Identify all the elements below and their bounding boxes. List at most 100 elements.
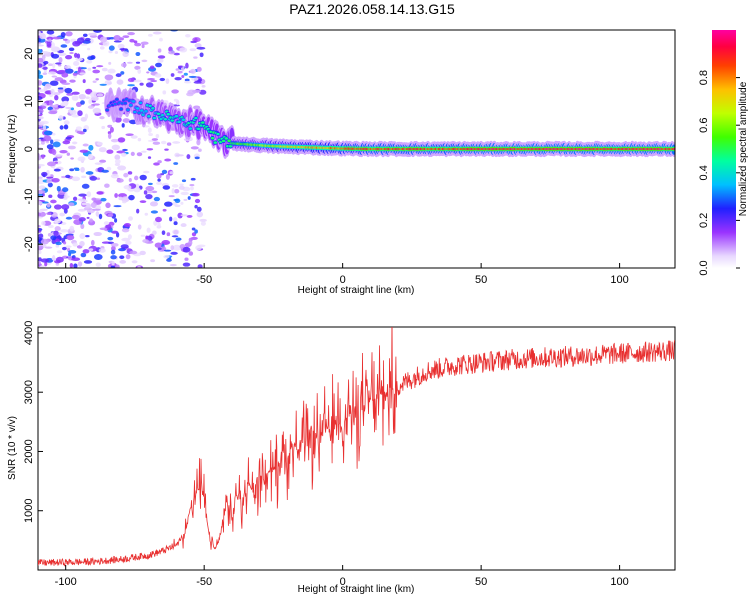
spectrogram-noise-cell bbox=[121, 196, 130, 203]
spectrogram-noise-cell bbox=[71, 95, 79, 101]
spectrogram-noise-cell bbox=[161, 230, 166, 236]
spectrogram-noise-cell bbox=[115, 73, 122, 78]
spectrogram-noise-cell bbox=[141, 44, 145, 49]
colorbar-tick-label: 0.6 bbox=[698, 118, 710, 133]
spectrogram-noise-cell bbox=[122, 51, 129, 58]
spectrogram-noise-cell bbox=[115, 264, 120, 268]
spectrogram-noise-cell bbox=[84, 113, 89, 120]
spectrogram-noise-cell bbox=[38, 89, 46, 93]
spectrogram-noise-cell bbox=[50, 88, 55, 95]
spectrogram-noise-cell bbox=[89, 91, 99, 98]
spectrogram-noise-cell bbox=[150, 210, 159, 214]
spectrogram-noise-cell bbox=[121, 152, 127, 157]
spectrogram-noise-cell bbox=[145, 185, 155, 192]
spectrogram-noise-cell bbox=[54, 226, 61, 232]
spectrogram-y-tick-label: 0 bbox=[23, 146, 35, 152]
spectrogram-ridge-core bbox=[129, 103, 133, 107]
spectrogram-noise-cell bbox=[50, 199, 57, 204]
spectrogram-noise-cell bbox=[157, 48, 162, 53]
spectrogram-noise-cell bbox=[113, 40, 122, 43]
spectrogram-noise-cell bbox=[51, 149, 57, 156]
spectrogram-noise-cell bbox=[96, 93, 104, 97]
spectrogram-noise-cell bbox=[98, 213, 103, 220]
spectrogram-noise-cell bbox=[157, 178, 161, 182]
spectrogram-noise-cell bbox=[127, 77, 135, 83]
spectrogram-x-tick-label: -50 bbox=[196, 274, 212, 286]
spectrogram-noise-cell bbox=[56, 250, 63, 254]
spectrogram-noise-cell bbox=[63, 197, 68, 200]
snr-x-tick-label: 100 bbox=[610, 576, 628, 588]
spectrogram-noise-cell bbox=[47, 71, 57, 75]
spectrogram-noise-cell bbox=[89, 176, 98, 181]
spectrogram-noise-cell bbox=[116, 79, 124, 85]
spectrogram-noise-cell bbox=[71, 214, 80, 220]
spectrogram-noise-cell bbox=[194, 198, 201, 204]
snr-y-tick-label: 3000 bbox=[23, 380, 35, 404]
spectrogram-ridge-core bbox=[135, 107, 140, 110]
spectrogram-noise-cell bbox=[177, 70, 183, 74]
snr-frame bbox=[37, 326, 676, 571]
spectrogram-noise-cell bbox=[59, 149, 68, 154]
spectrogram-noise-cell bbox=[48, 224, 54, 229]
spectrogram-x-tick-label: 0 bbox=[340, 274, 346, 286]
spectrogram-noise-cell bbox=[136, 152, 143, 157]
spectrogram-noise-cell bbox=[77, 66, 82, 73]
spectrogram-noise-cell bbox=[119, 48, 128, 51]
spectrogram-noise-cell bbox=[122, 118, 130, 123]
spectrogram-noise-cell bbox=[110, 265, 116, 268]
spectrogram-noise-cell bbox=[134, 65, 141, 70]
spectrogram-noise-cell bbox=[77, 110, 83, 117]
spectrogram-noise-cell bbox=[170, 73, 175, 77]
spectrogram-noise-cell bbox=[189, 68, 197, 74]
spectrogram-noise-cell bbox=[72, 72, 78, 76]
spectrogram-noise-cell bbox=[117, 165, 127, 171]
spectrogram-noise-cell bbox=[78, 217, 86, 222]
spectrogram-noise-cell bbox=[50, 235, 57, 241]
spectrogram-noise-cell bbox=[69, 109, 77, 116]
spectrogram-noise-cell bbox=[145, 193, 153, 200]
spectrogram-noise-cell bbox=[127, 234, 132, 240]
spectrogram-ridge-core bbox=[156, 112, 161, 116]
spectrogram-noise-cell bbox=[77, 198, 86, 201]
spectrogram-noise-cell bbox=[93, 231, 102, 237]
spectrogram-noise-cell bbox=[198, 148, 202, 152]
spectrogram-noise-cell bbox=[150, 259, 156, 263]
spectrogram-noise-cell bbox=[87, 105, 95, 109]
spectrogram-noise-cell bbox=[195, 245, 202, 251]
spectrogram-noise-cell bbox=[200, 221, 206, 226]
spectrogram-noise-cell bbox=[40, 258, 50, 263]
spectrogram-noise-cell bbox=[175, 154, 184, 157]
spectrogram-noise-cell bbox=[135, 51, 141, 57]
spectrogram-noise-cell bbox=[38, 57, 44, 63]
spectrogram-noise-cell bbox=[125, 133, 134, 136]
spectrogram-noise-cell bbox=[183, 198, 188, 201]
spectrogram-noise-cell bbox=[81, 175, 87, 179]
spectrogram-noise-cell bbox=[164, 148, 169, 151]
spectrogram-noise-cell bbox=[73, 52, 78, 58]
spectrogram-noise-cell bbox=[178, 185, 185, 190]
spectrogram-noise-cell bbox=[85, 96, 90, 100]
spectrogram-noise-cell bbox=[81, 202, 88, 206]
spectrogram-noise-cell bbox=[38, 44, 44, 47]
spectrogram-noise-cell bbox=[58, 115, 64, 120]
spectrogram-noise-cell bbox=[142, 239, 149, 243]
spectrogram-noise-cell bbox=[38, 233, 44, 239]
spectrogram-noise-cell bbox=[106, 166, 112, 171]
spectrogram-noise-cell bbox=[120, 71, 125, 75]
spectrogram-noise-cell bbox=[80, 252, 87, 258]
spectrogram-noise-cell bbox=[134, 175, 139, 181]
spectrogram-noise-cell bbox=[177, 212, 183, 219]
spectrogram-noise-cell bbox=[185, 62, 189, 69]
spectrogram-noise-cell bbox=[173, 52, 180, 56]
spectrogram-noise-cell bbox=[74, 168, 80, 172]
spectrogram-ridge-core bbox=[177, 120, 181, 124]
spectrogram-noise-cell bbox=[95, 211, 100, 217]
spectrogram-noise-cell bbox=[99, 159, 107, 163]
spectrogram-noise-cell bbox=[191, 232, 197, 237]
spectrogram-noise-cell bbox=[38, 80, 43, 86]
spectrogram-noise-cell bbox=[191, 192, 200, 197]
spectrogram-noise-cell bbox=[168, 46, 173, 52]
spectrogram-noise-cell bbox=[75, 126, 82, 131]
spectrogram-noise-cell bbox=[38, 176, 43, 179]
spectrogram-noise-cell bbox=[193, 81, 202, 84]
